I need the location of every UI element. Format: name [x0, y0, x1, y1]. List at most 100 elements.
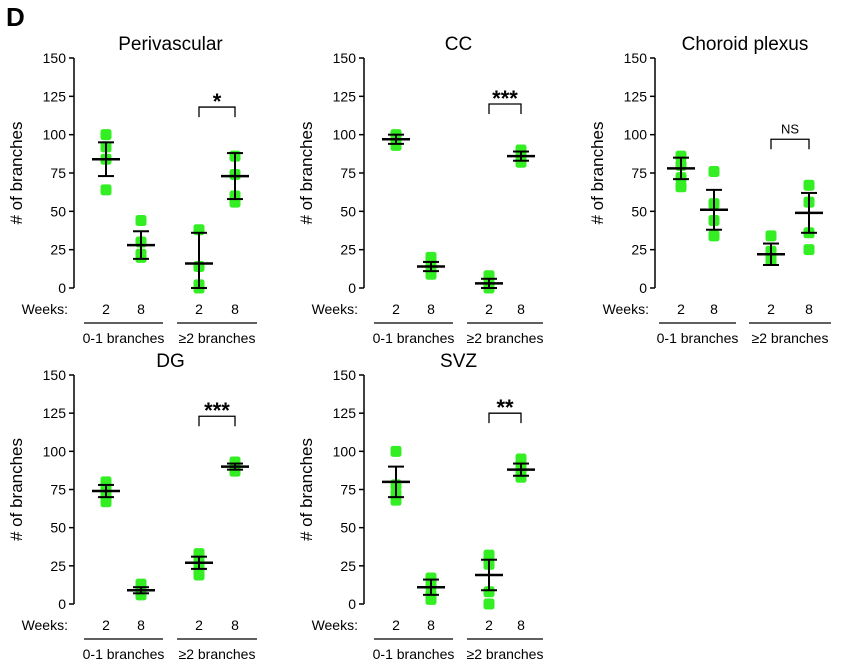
- y-tick-label: 100: [43, 443, 67, 459]
- data-point: [425, 593, 437, 605]
- x-tick-label: 2: [392, 617, 400, 633]
- y-tick-label: 125: [333, 405, 357, 421]
- data-point: [135, 589, 147, 601]
- chart-title: Choroid plexus: [682, 34, 809, 55]
- y-tick-label: 150: [333, 50, 357, 66]
- y-axis-label: # of branches: [297, 438, 316, 541]
- group-label: ≥2 branches: [467, 330, 544, 346]
- y-tick-label: 0: [58, 596, 66, 612]
- x-tick-label: 8: [427, 617, 435, 633]
- data-point: [100, 496, 112, 508]
- chart-panel-0: Perivascular # of branches 0 25 50 75 100 125 15…: [7, 34, 257, 346]
- y-tick-label: 25: [340, 558, 356, 574]
- y-tick-label: 100: [333, 127, 357, 143]
- chart-title: Perivascular: [118, 34, 223, 55]
- y-axis-label: # of branches: [297, 121, 316, 224]
- significance-bracket: [198, 415, 236, 427]
- data-point: [229, 465, 241, 477]
- y-tick-label: 0: [348, 280, 356, 296]
- data-point: [100, 129, 112, 141]
- group-label: 0-1 branches: [83, 330, 165, 346]
- weeks-label: Weeks:: [603, 301, 649, 317]
- x-tick-label: 8: [805, 301, 813, 317]
- significance-label: ***: [492, 86, 518, 111]
- y-tick-label: 0: [348, 596, 356, 612]
- x-tick-label: 8: [710, 301, 718, 317]
- y-tick-label: 75: [631, 165, 647, 181]
- data-point: [515, 471, 527, 483]
- y-tick-label: 50: [631, 203, 647, 219]
- x-tick-label: 8: [517, 617, 525, 633]
- y-tick-label: 125: [43, 405, 67, 421]
- x-tick-label: 2: [485, 617, 493, 633]
- group-label: ≥2 branches: [179, 330, 256, 346]
- y-tick-label: 25: [50, 242, 66, 258]
- x-tick-label: 8: [427, 301, 435, 317]
- x-tick-label: 2: [102, 301, 110, 317]
- y-tick-label: 125: [624, 88, 648, 104]
- group-label: 0-1 branches: [373, 330, 455, 346]
- y-tick-label: 75: [50, 165, 66, 181]
- x-tick-label: 2: [392, 301, 400, 317]
- y-axis-label: # of branches: [7, 121, 26, 224]
- data-point: [675, 150, 687, 162]
- x-tick-label: 2: [767, 301, 775, 317]
- y-tick-label: 75: [340, 482, 356, 498]
- significance-bracket: [488, 103, 522, 114]
- y-tick-label: 0: [58, 280, 66, 296]
- x-tick-label: 2: [195, 301, 203, 317]
- x-tick-label: 8: [231, 301, 239, 317]
- x-tick-label: 2: [102, 617, 110, 633]
- significance-label: NS: [781, 121, 799, 136]
- group-label: 0-1 branches: [83, 646, 165, 662]
- group-label: ≥2 branches: [752, 330, 829, 346]
- y-axis-label: # of branches: [588, 121, 607, 224]
- significance-bracket: [770, 138, 810, 150]
- data-point: [135, 215, 147, 227]
- y-tick-label: 25: [340, 242, 356, 258]
- group-label: ≥2 branches: [179, 646, 256, 662]
- data-point: [483, 549, 495, 561]
- data-point: [675, 181, 687, 193]
- group-label: 0-1 branches: [373, 646, 455, 662]
- chart-panel-1: CC # of branches 0 25 50 75 100 125 150 *** Weeks:…: [297, 34, 543, 346]
- weeks-label: Weeks:: [22, 301, 68, 317]
- chart-title: DG: [156, 351, 185, 372]
- data-point: [390, 445, 402, 457]
- x-tick-label: 2: [485, 301, 493, 317]
- chart-panel-4: SVZ # of branches 0 25 50 75 100 125 150 ** Weeks:…: [297, 351, 543, 662]
- y-tick-label: 50: [340, 520, 356, 536]
- data-point: [803, 179, 815, 191]
- weeks-label: Weeks:: [22, 617, 68, 633]
- panel-letter: D: [6, 2, 25, 32]
- group-label: ≥2 branches: [467, 646, 544, 662]
- data-point: [765, 230, 777, 242]
- data-point: [483, 598, 495, 610]
- x-tick-label: 2: [677, 301, 685, 317]
- y-tick-label: 100: [624, 127, 648, 143]
- weeks-label: Weeks:: [312, 617, 358, 633]
- significance-bracket: [488, 412, 522, 424]
- y-tick-label: 25: [50, 558, 66, 574]
- data-point: [803, 244, 815, 256]
- y-tick-label: 50: [340, 203, 356, 219]
- significance-bracket: [198, 106, 236, 118]
- chart-title: SVZ: [440, 351, 477, 372]
- y-tick-label: 25: [631, 242, 647, 258]
- y-tick-label: 50: [50, 520, 66, 536]
- y-tick-label: 100: [43, 127, 67, 143]
- x-tick-label: 8: [231, 617, 239, 633]
- significance-label: ***: [204, 398, 230, 423]
- data-point: [708, 230, 720, 242]
- x-tick-label: 8: [517, 301, 525, 317]
- data-point: [390, 139, 402, 151]
- chart-panel-3: DG # of branches 0 25 50 75 100 125 150 *** Weeks:…: [7, 351, 257, 662]
- y-tick-label: 125: [333, 88, 357, 104]
- y-tick-label: 100: [333, 443, 357, 459]
- x-tick-label: 8: [137, 301, 145, 317]
- y-tick-label: 125: [43, 88, 67, 104]
- y-tick-label: 0: [639, 280, 647, 296]
- data-point: [483, 586, 495, 598]
- y-tick-label: 150: [624, 50, 648, 66]
